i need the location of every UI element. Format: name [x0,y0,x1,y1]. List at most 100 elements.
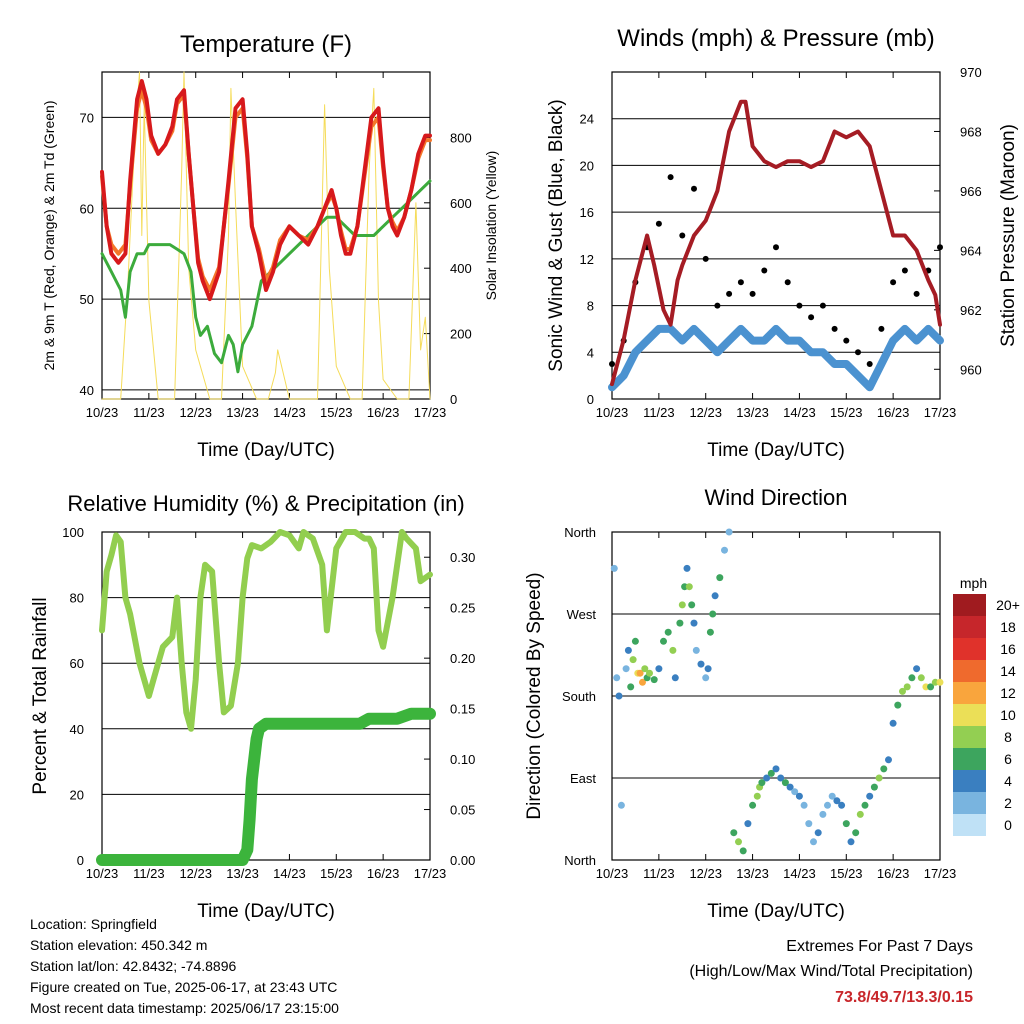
x-tick-label: 17/23 [414,866,447,881]
relative-humidity-line [99,529,433,732]
wind-direction-point [791,788,799,796]
colorbar-label: 4 [1004,773,1012,789]
extremes-block: Extremes For Past 7 Days (High/Low/Max W… [689,935,973,1011]
wind-direction-point [847,838,855,846]
wind-direction-point [861,801,869,809]
wind-direction-point [678,601,686,609]
wind-direction-point [636,669,644,677]
wind-direction-point [908,674,916,682]
station-pressure-line [610,99,942,387]
y-right-tick-label: 966 [960,184,982,199]
wind-direction-point [692,646,700,654]
y-right-tick-label: 600 [450,196,472,211]
x-tick-label: 11/23 [643,405,675,420]
dewpoint-line [100,179,432,374]
gust-point [679,232,686,239]
extremes-title: Extremes For Past 7 Days [786,938,973,955]
gust-point [609,361,615,367]
y-right-axis-label: Solar Insolation (Yellow) [483,151,499,301]
x-tick-label: 17/23 [924,866,957,881]
wind-direction-point [725,528,733,536]
x-tick-label: 15/23 [830,405,863,420]
x-tick-label: 10/23 [596,866,629,881]
y-right-tick-label: 0.10 [450,752,475,767]
x-tick-label: 10/23 [86,866,119,881]
panel-title: Winds (mph) & Pressure (mb) [617,25,934,52]
x-tick-label: 10/23 [86,405,119,420]
wind-direction-point [810,838,817,846]
colorbar-label: 6 [1004,751,1012,767]
gust-point [784,279,791,286]
gust-point [878,325,885,332]
colorbar-label: 10 [1000,707,1016,723]
x-tick-label: 15/23 [320,405,353,420]
wind-direction-point [749,801,757,809]
x-axis-label: Time (Day/UTC) [197,440,335,461]
y-right-tick-label: 0.30 [450,550,475,565]
panel-title: Wind Direction [704,485,847,510]
wind-direction-point [627,683,635,691]
wind-direction-point [786,783,794,791]
wind-direction-point [704,665,712,673]
wind-direction-point [676,619,684,627]
gust-point [761,267,768,274]
wind-direction-point [669,646,677,654]
wind-direction-point [753,792,761,800]
wind-direction-point [833,797,841,805]
wind-direction-point [650,676,658,684]
wind-direction-point [697,660,705,668]
location-text: Location: Springfield [30,916,157,932]
colorbar-label: 20+ [996,597,1020,613]
wind-direction-point [838,801,846,809]
y-left-tick-label: 12 [580,252,594,267]
colorbar-swatch [953,682,986,704]
wind-direction-point [641,665,649,673]
wind-direction-point [688,601,696,609]
x-tick-label: 16/23 [367,405,400,420]
wind-direction-point [709,610,717,618]
extremes-subtitle: (High/Low/Max Wind/Total Precipitation) [689,963,973,980]
wind-direction-point [852,829,860,837]
y-right-axis-label: Station Pressure (Maroon) [998,124,1019,347]
colorbar-swatch [953,616,986,638]
station-info: Location: Springfield Station elevation:… [30,914,339,1019]
wind-direction-point [927,683,935,691]
wind-direction-point [716,574,724,582]
wind-direction-point [917,674,925,682]
wind-direction-point [842,820,850,828]
solar-insolation-line [101,71,431,400]
wind-direction-point [739,847,747,855]
x-axis-label: Time (Day/UTC) [707,440,845,461]
wind-direction-point [913,665,921,673]
wind-direction-point [646,669,653,677]
y-right-tick-label: 0.20 [450,651,475,666]
x-tick-label: 14/23 [273,866,306,881]
gust-point [843,337,850,344]
colorbar-label: 14 [1000,663,1016,679]
y-right-tick-label: 0.25 [450,601,475,616]
wind-direction-point [735,838,742,846]
x-tick-label: 13/23 [736,866,769,881]
wind-direction-point [777,774,785,782]
y-right-tick-label: 200 [450,327,472,342]
wind-direction-point [629,656,637,664]
recent-timestamp-text: Most recent data timestamp: 2025/06/17 2… [30,1000,339,1016]
gust-point [808,314,815,321]
gust-point [773,244,779,251]
y-right-tick-label: 970 [960,65,982,80]
y-left-tick-label: 20 [580,158,594,173]
y-right-tick-label: 800 [450,130,472,145]
speed-colorbar: mph 20+ 18 16 14 12 10 8 6 4 2 0 [953,575,1020,836]
wind-direction-point [671,674,679,682]
wind-direction-point [903,683,911,691]
y-left-tick-label: 60 [80,201,94,216]
gust-point [901,267,908,274]
colorbar-swatch [953,814,986,836]
precipitation-line [96,707,436,866]
wind-direction-point [763,774,771,782]
colorbar-swatch [953,704,986,726]
x-tick-label: 17/23 [414,405,447,420]
gust-point [831,325,838,332]
y-left-axis-label: Percent & Total Rainfall [30,597,51,794]
